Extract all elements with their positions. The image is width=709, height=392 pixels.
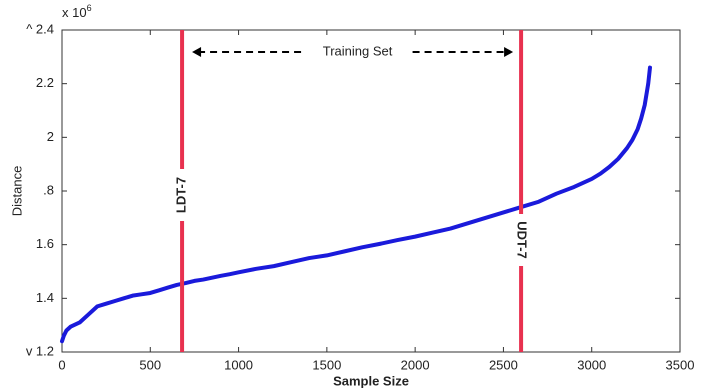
x-tick-label: 1500 [312, 357, 341, 372]
axis-multiplier: x 106 [62, 3, 92, 20]
x-tick-label: 3500 [666, 357, 695, 372]
distance-line [60, 65, 652, 344]
multiplier-base: x 10 [62, 5, 87, 20]
annotation-text: Training Set [323, 43, 393, 58]
arrow-head [192, 47, 202, 57]
y-tick-label: v 1.2 [26, 343, 54, 358]
arrow-head [504, 47, 514, 57]
x-tick-label: 0 [58, 357, 65, 372]
x-tick-label: 2500 [489, 357, 518, 372]
y-tick-label: 1.4 [36, 290, 54, 305]
x-tick-label: 3000 [577, 357, 606, 372]
y-tick-label: 2 [47, 129, 54, 144]
y-tick-label: ^ 2.4 [26, 21, 54, 36]
y-tick-label: .8 [43, 182, 54, 197]
y-tick-label: 1.6 [36, 236, 54, 251]
x-tick-label: 1000 [224, 357, 253, 372]
plot-frame [61, 29, 681, 353]
threshold-label: UDT-7 [515, 221, 530, 259]
x-axis-label: Sample Size [333, 373, 409, 388]
threshold-label-bg [512, 214, 531, 266]
x-tick-label: 2000 [401, 357, 430, 372]
threshold-label-bg [173, 169, 192, 221]
y-axis-label: Distance [9, 166, 24, 217]
threshold-label: LDT-7 [174, 177, 189, 213]
x-tick-label: 500 [139, 357, 161, 372]
y-tick-label: 2.2 [36, 75, 54, 90]
multiplier-exponent: 6 [87, 3, 92, 13]
